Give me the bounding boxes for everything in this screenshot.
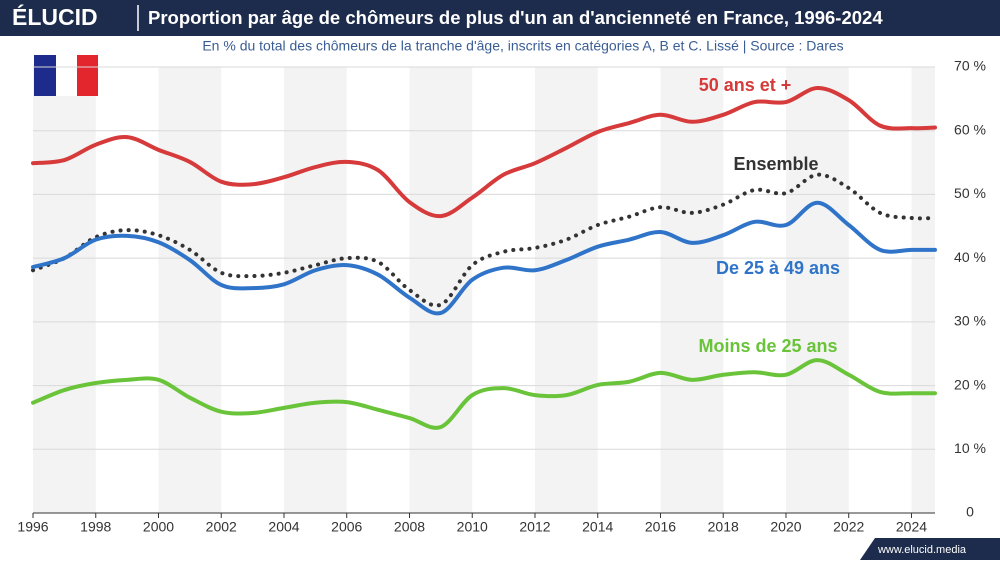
x-tick-label: 2000 bbox=[143, 519, 174, 535]
legend-label: 50 ans et + bbox=[699, 75, 792, 95]
x-tick-label: 2006 bbox=[331, 519, 362, 535]
legend-label: De 25 à 49 ans bbox=[716, 258, 840, 278]
y-tick-label: 20 % bbox=[954, 376, 986, 392]
stripe bbox=[785, 67, 849, 513]
y-tick-label: 50 % bbox=[954, 185, 986, 201]
x-tick-label: 2024 bbox=[896, 519, 927, 535]
stripe bbox=[158, 67, 222, 513]
x-tick-label: 2010 bbox=[457, 519, 488, 535]
legend-label: Moins de 25 ans bbox=[698, 336, 837, 356]
x-tick-label: 2018 bbox=[708, 519, 739, 535]
footer-url: www.elucid.media bbox=[877, 544, 967, 556]
y-tick-label: 30 % bbox=[954, 313, 986, 329]
legend-label: Ensemble bbox=[733, 154, 818, 174]
x-tick-label: 2002 bbox=[206, 519, 237, 535]
flag-blue bbox=[34, 55, 56, 96]
y-tick-label: 40 % bbox=[954, 249, 986, 265]
stripe bbox=[534, 67, 598, 513]
x-tick-label: 2012 bbox=[519, 519, 550, 535]
stripe bbox=[660, 67, 724, 513]
series-line bbox=[31, 200, 937, 316]
stripe bbox=[911, 67, 935, 513]
y-tick-label: 10 % bbox=[954, 440, 986, 456]
x-tick-label: 2016 bbox=[645, 519, 676, 535]
brand: ÉLUCID bbox=[12, 3, 98, 30]
y-tick-label: 60 % bbox=[954, 121, 986, 137]
x-tick-label: 1998 bbox=[80, 519, 111, 535]
flag-white bbox=[56, 55, 77, 96]
chart-title: Proportion par âge de chômeurs de plus d… bbox=[148, 7, 883, 28]
x-tick-label: 2022 bbox=[833, 519, 864, 535]
x-tick-label: 2004 bbox=[268, 519, 299, 535]
y-tick-label: 0 bbox=[966, 504, 974, 520]
series-line bbox=[31, 358, 937, 430]
x-tick-label: 1996 bbox=[17, 519, 48, 535]
plot-background bbox=[33, 67, 935, 513]
stripe bbox=[283, 67, 347, 513]
stripe bbox=[33, 67, 96, 513]
header-bar bbox=[0, 0, 1000, 36]
series-line bbox=[31, 86, 937, 219]
flag bbox=[34, 55, 98, 96]
y-tick-label: 70 % bbox=[954, 58, 986, 74]
footer-bar bbox=[860, 538, 1000, 560]
x-tick-label: 2008 bbox=[394, 519, 425, 535]
x-tick-label: 2020 bbox=[770, 519, 801, 535]
chart-subtitle: En % du total des chômeurs de la tranche… bbox=[202, 38, 843, 54]
x-tick-label: 2014 bbox=[582, 519, 613, 535]
flag-red bbox=[77, 55, 98, 96]
